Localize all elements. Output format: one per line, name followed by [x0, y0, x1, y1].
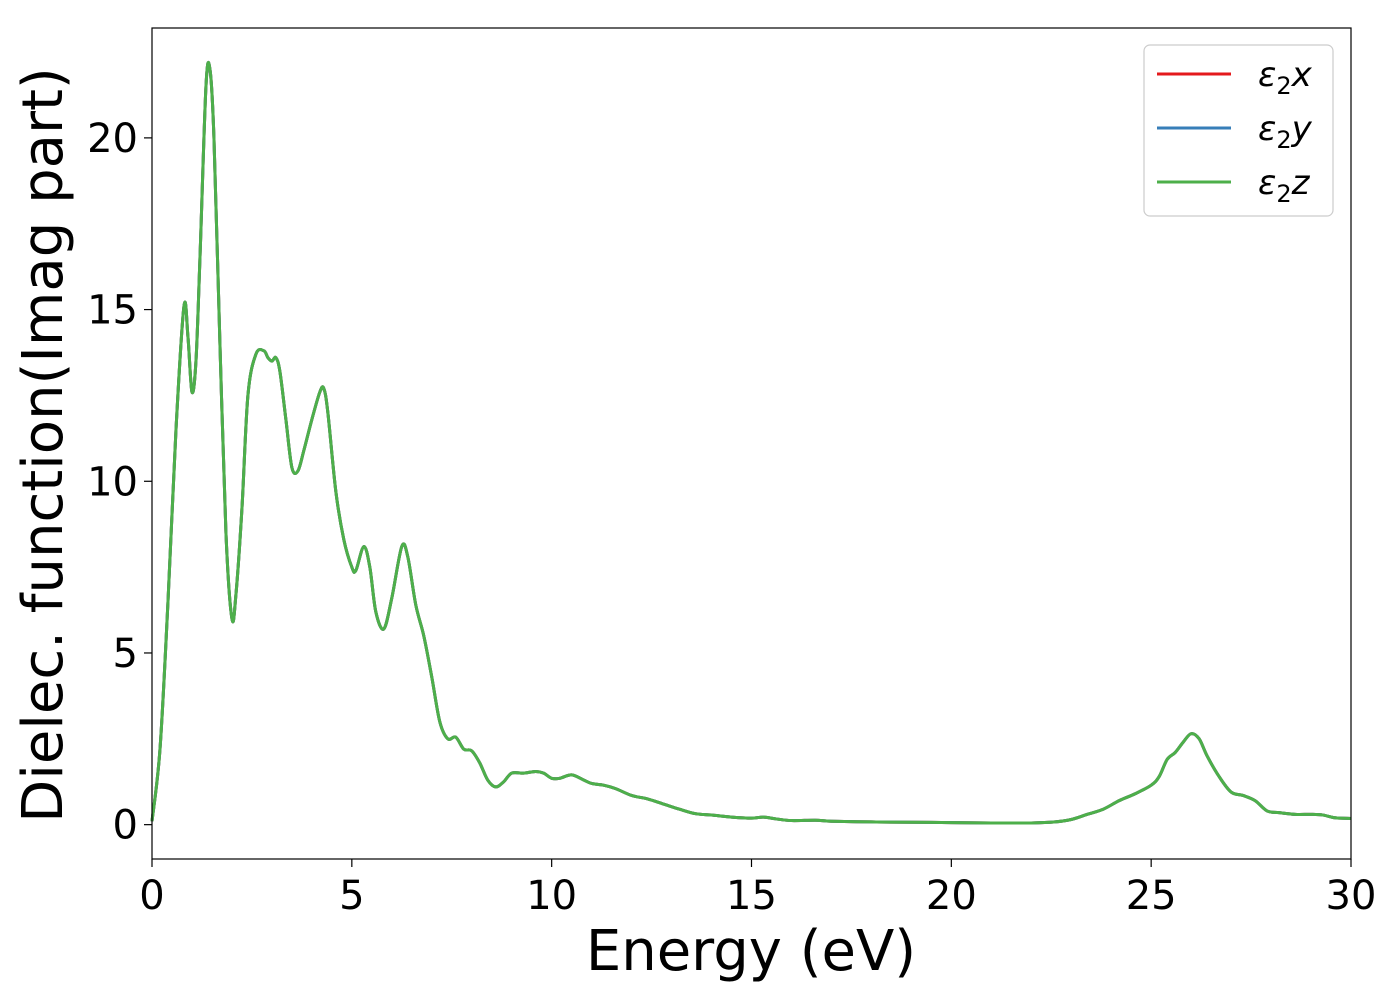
x-axis-title: Energy (eV): [586, 919, 916, 984]
x-tick-label: 0: [139, 873, 164, 919]
legend-label-z: ε2z: [1258, 163, 1311, 208]
x-tick-label: 10: [526, 873, 577, 919]
x-axis-ticks: 0 5 10 15 20 25 30: [139, 859, 1376, 919]
y-tick-label: 15: [87, 288, 138, 334]
legend-box: [1143, 44, 1334, 217]
y-tick-label: 10: [87, 459, 138, 505]
y-tick-label: 0: [113, 803, 138, 849]
x-tick-label: 20: [926, 873, 977, 919]
x-tick-label: 30: [1326, 873, 1377, 919]
legend-entries: ε2x ε2y ε2z: [1157, 55, 1313, 208]
x-tick-label: 15: [726, 873, 777, 919]
x-tick-label: 25: [1126, 873, 1177, 919]
legend-label-x: ε2x: [1258, 55, 1313, 100]
x-tick-label: 5: [339, 873, 364, 919]
y-tick-label: 5: [113, 631, 138, 677]
plot-lines: [150, 61, 1352, 825]
y-axis-title: Dielec. function(Imag part): [11, 67, 76, 823]
series-line-z: [150, 61, 1352, 825]
y-tick-label: 20: [87, 116, 138, 162]
legend: ε2x ε2y ε2z: [1143, 44, 1334, 217]
legend-label-y: ε2y: [1258, 109, 1313, 154]
y-axis-ticks: 0 5 10 15 20: [87, 116, 152, 849]
